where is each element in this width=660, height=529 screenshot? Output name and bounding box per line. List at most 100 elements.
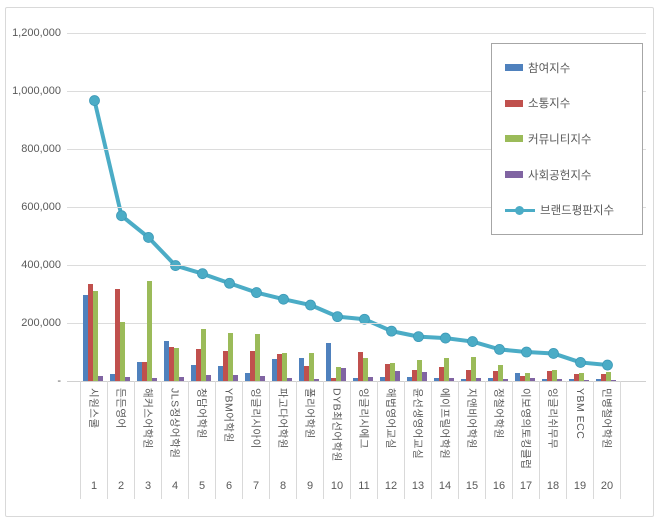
bar-communication-index [439,367,444,381]
category-rank-label: 10 [330,480,344,492]
bar-participation-index [461,379,466,381]
bar-communication-index [331,378,336,381]
category-cell: 에이프릴어학원 14 [432,381,459,499]
y-axis-tick-label: 1,000,000 [12,85,61,97]
legend-swatch-communication [505,99,523,107]
bar-social-contribution-index [179,377,184,381]
legend-item-community: 커뮤니티지수 [492,124,642,154]
category-name-label: 지앤비어학원 [465,388,478,449]
brand-index-marker [467,336,478,347]
category-name-label: 든든영어 [114,388,127,429]
bar-participation-index [83,295,88,381]
bar-participation-index [326,343,331,381]
category-rank-label: 2 [117,480,125,492]
bar-social-contribution-index [233,375,238,381]
y-axis-tick-label: 600,000 [21,201,61,213]
category-name-label: 잉글리쉬무무 [546,388,559,449]
legend-swatch-participation [505,64,523,72]
bar-participation-index [569,379,574,381]
category-cell: 파고다어학원 8 [270,381,297,499]
category-rank-label: 7 [252,480,260,492]
brand-index-marker [386,325,397,337]
bar-participation-index [596,379,601,381]
bar-communication-index [223,351,228,381]
bar-participation-index [299,358,304,381]
bar-social-contribution-index [530,378,535,381]
brand-index-marker [278,293,289,305]
bar-participation-index [515,373,520,381]
y-axis-tick-label: - [57,375,61,387]
category-cell: YBM ECC 19 [567,381,594,499]
bar-community-index [120,322,125,381]
legend-item-participation: 참여지수 [492,53,642,83]
category-name-label: 잉글리시아이 [249,388,262,449]
category-rank-label: 18 [546,480,560,492]
bar-social-contribution-index [98,376,103,381]
bar-social-contribution-index [287,378,292,381]
category-cell: 든든영어 2 [108,381,135,499]
category-name-label: JLS정상어학원 [168,388,181,459]
category-rank-label: 3 [144,480,152,492]
legend-item-social: 사회공헌지수 [492,160,642,190]
brand-index-marker [197,268,208,280]
brand-index-marker [440,332,451,344]
bar-community-index [147,281,152,381]
bar-community-index [363,358,368,381]
category-cell: 민병철어학원 20 [594,381,621,499]
bar-communication-index [142,362,147,381]
bar-communication-index [115,289,120,381]
category-rank-label: 8 [279,480,287,492]
bar-social-contribution-index [341,368,346,381]
bar-community-index [309,353,314,381]
category-name-label: 시원스쿨 [87,388,100,429]
category-rank-label: 9 [306,480,314,492]
category-rank-label: 17 [519,480,533,492]
category-cell: 윤선생영어교실 13 [405,381,432,499]
bar-social-contribution-index [476,378,481,381]
bar-community-index [390,363,395,381]
gridline [67,323,646,324]
bar-social-contribution-index [206,375,211,381]
brand-index-marker [251,287,262,298]
legend-label-communication: 소통지수 [528,98,571,111]
bar-community-index [471,357,476,381]
category-rank-label: 12 [384,480,398,492]
category-name-label: 해법영어교실 [384,388,397,449]
category-name-label: 민병철어학원 [600,388,613,449]
category-rank-label: 14 [438,480,452,492]
y-axis-tick-label: 1,200,000 [12,27,61,39]
bar-participation-index [380,377,385,381]
category-cell: 해법영어교실 12 [378,381,405,499]
bar-social-contribution-index [152,378,157,381]
category-rank-label: 11 [358,480,370,492]
brand-index-marker [332,311,343,323]
category-rank-label: 13 [411,480,425,492]
brand-index-marker [521,346,532,358]
legend-swatch-brand-line [505,205,535,215]
category-cell: JLS정상어학원 4 [162,381,189,499]
bar-community-index [417,360,422,381]
bar-participation-index [110,374,115,381]
bar-participation-index [191,365,196,381]
bar-community-index [201,329,206,381]
category-cell: 정철어학원 16 [486,381,513,499]
legend-label-participation: 참여지수 [528,62,571,75]
bar-social-contribution-index [125,377,130,381]
bar-social-contribution-index [368,377,373,381]
category-rank-label: 5 [198,480,206,492]
bar-participation-index [245,373,250,381]
bar-community-index [282,353,287,381]
bar-communication-index [304,366,309,381]
category-name-label: 파고다어학원 [276,388,289,449]
bar-community-index [336,367,341,381]
brand-index-marker [494,343,505,355]
bar-social-contribution-index [449,378,454,381]
category-name-label: 폴리어학원 [303,388,316,439]
bar-community-index [552,370,557,381]
bar-community-index [498,365,503,381]
bar-social-contribution-index [395,371,400,381]
brand-index-marker [413,331,424,343]
bar-community-index [444,358,449,381]
category-rank-label: 1 [90,480,98,492]
